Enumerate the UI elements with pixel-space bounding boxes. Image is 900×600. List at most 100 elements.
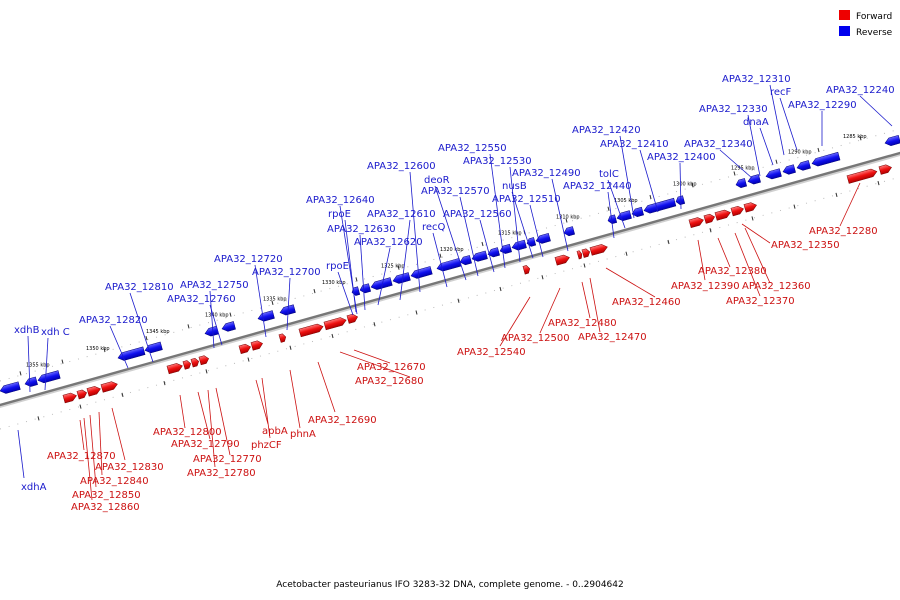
guide-mark	[37, 416, 40, 421]
guide-mark	[289, 345, 292, 350]
gene-leader-line	[17, 429, 25, 479]
gene-label: APA32_12820	[79, 315, 148, 326]
guide-mark	[499, 286, 502, 292]
reverse-guide	[0, 128, 900, 382]
gene-leader-line	[759, 127, 774, 166]
gene-body	[747, 174, 761, 185]
gene-body	[581, 248, 591, 258]
gene-label: APA32_12330	[699, 104, 768, 115]
forward-gene-arrow	[278, 333, 287, 343]
gene-leader-line	[377, 247, 391, 306]
gene-label: APA32_12380	[698, 266, 767, 277]
scale-tick-label: 1355 kbp	[26, 363, 50, 369]
forward-gene-arrow	[190, 357, 200, 368]
forward-gene-arrow	[554, 254, 570, 266]
gene-body	[86, 386, 101, 397]
gene-body	[190, 357, 200, 368]
legend-reverse-swatch	[839, 26, 850, 36]
guide-mark	[373, 322, 376, 327]
gene-body	[589, 244, 608, 256]
gene-body	[730, 205, 744, 217]
gene-body	[278, 333, 287, 343]
reverse-gene-arrow	[279, 304, 296, 316]
gene-label: APA32_12440	[563, 181, 632, 192]
gene-leader-line	[744, 227, 771, 284]
gene-label: APA32_12360	[742, 281, 811, 292]
forward-gene-arrow	[730, 205, 744, 217]
gene-body	[714, 209, 731, 221]
scale-tick-label: 1345 kbp	[146, 329, 170, 335]
reverse-gene-arrow	[471, 250, 488, 262]
gene-body	[0, 381, 21, 394]
guide-mark	[541, 275, 544, 280]
guide-mark	[583, 263, 586, 268]
gene-leader-line	[551, 178, 569, 252]
gene-leader-line	[432, 232, 448, 288]
scale-tick-label: 1305 kbp	[614, 198, 638, 204]
gene-leader-line	[589, 277, 601, 333]
reverse-gene-arrow	[563, 226, 576, 237]
gene-label: APA32_12690	[308, 415, 377, 426]
gene-label: APA32_12540	[457, 347, 526, 358]
reverse-gene-arrow	[359, 283, 372, 294]
gene-leader-line	[479, 219, 495, 273]
forward-gene-arrow	[238, 343, 251, 354]
guide-mark	[775, 159, 778, 164]
forward-gene-arrow	[100, 381, 118, 393]
gene-label: APA32_12840	[80, 476, 149, 487]
gene-body	[198, 355, 209, 366]
reverse-gene-arrow	[351, 286, 361, 296]
guide-mark	[121, 392, 124, 397]
gene-body	[782, 164, 796, 175]
forward-gene-arrow	[182, 360, 192, 370]
gene-body	[410, 266, 433, 279]
reverse-gene-arrow	[643, 197, 677, 214]
guide-mark	[415, 310, 418, 315]
gene-body	[811, 151, 841, 167]
gene-body	[37, 370, 61, 384]
scale-tick-label: 1290 kbp	[788, 149, 812, 155]
gene-label: xdhB	[14, 325, 40, 336]
gene-body	[257, 310, 275, 322]
gene-leader-line	[289, 369, 301, 429]
gene-leader-line	[179, 394, 186, 429]
gene-body	[535, 232, 551, 244]
scale-tick-label: 1325 kbp	[381, 263, 405, 269]
gene-label: APA32_12640	[306, 195, 375, 206]
gene-label: APA32_12470	[578, 332, 647, 343]
reverse-gene-arrow	[221, 321, 236, 332]
gene-label: APA32_12460	[612, 297, 681, 308]
guide-mark	[625, 251, 628, 256]
gene-body	[522, 265, 531, 275]
forward-gene-arrow	[86, 386, 101, 397]
gene-label: APA32_12630	[327, 224, 396, 235]
gene-leader-line	[353, 349, 391, 364]
gene-leader-line	[769, 84, 785, 156]
gene-label: APA32_12720	[214, 254, 283, 265]
reverse-gene-arrow	[0, 381, 21, 394]
gene-body	[526, 237, 537, 247]
guide-mark	[313, 288, 316, 294]
reverse-gene-arrow	[204, 325, 219, 337]
gene-label: nusB	[502, 181, 527, 192]
forward-gene-arrow	[576, 250, 583, 260]
scale-tick-label: 1300 kbp	[673, 182, 697, 188]
gene-body	[436, 258, 462, 272]
gene-label: phzCF	[251, 440, 282, 451]
gene-leader-line	[209, 290, 215, 349]
guide-mark	[733, 171, 736, 176]
gene-body	[735, 178, 748, 188]
reverse-gene-arrow	[607, 214, 618, 225]
guide-mark	[793, 204, 796, 209]
gene-body	[563, 226, 576, 237]
gene-label: APA32_12600	[367, 161, 436, 172]
gene-body	[554, 254, 570, 266]
gene-label: APA32_12750	[180, 280, 249, 291]
gene-label: APA32_12800	[153, 427, 222, 438]
gene-leader-line	[399, 219, 411, 301]
genome-backbone	[0, 128, 900, 430]
guide-mark	[667, 239, 670, 245]
gene-leader-line	[639, 149, 659, 213]
reverse-gene-arrow	[392, 272, 411, 284]
